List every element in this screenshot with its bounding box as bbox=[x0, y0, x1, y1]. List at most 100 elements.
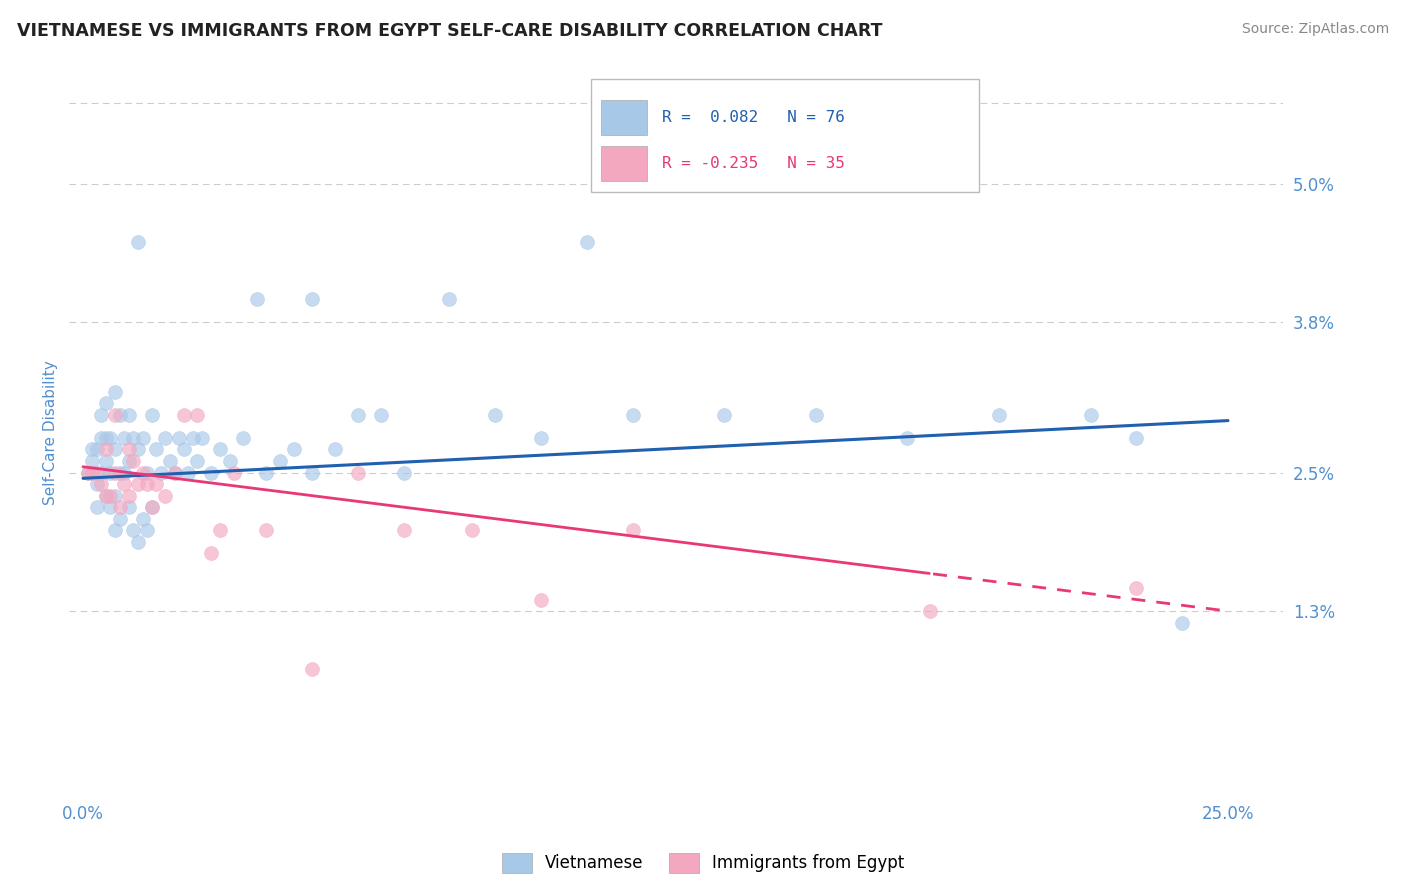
Point bbox=[127, 534, 149, 549]
Point bbox=[232, 431, 254, 445]
Point bbox=[173, 442, 195, 457]
Point bbox=[713, 408, 735, 422]
Point bbox=[86, 477, 108, 491]
Point bbox=[149, 466, 172, 480]
Point bbox=[104, 408, 127, 422]
Bar bbox=[600, 100, 647, 135]
Point bbox=[224, 466, 246, 480]
Point bbox=[301, 662, 323, 676]
FancyBboxPatch shape bbox=[591, 79, 980, 192]
Point bbox=[136, 523, 159, 537]
Point bbox=[112, 466, 135, 480]
Point bbox=[94, 431, 117, 445]
Point bbox=[209, 442, 232, 457]
Text: Source: ZipAtlas.com: Source: ZipAtlas.com bbox=[1241, 22, 1389, 37]
Point bbox=[167, 431, 190, 445]
Point bbox=[218, 454, 240, 468]
Point bbox=[987, 408, 1010, 422]
Point bbox=[108, 466, 131, 480]
Point bbox=[1080, 408, 1102, 422]
Point bbox=[920, 604, 942, 618]
Point bbox=[118, 408, 141, 422]
Point bbox=[90, 477, 112, 491]
Point bbox=[145, 442, 167, 457]
Point bbox=[82, 466, 104, 480]
Point bbox=[94, 454, 117, 468]
Point bbox=[159, 454, 181, 468]
Point bbox=[90, 466, 112, 480]
Point bbox=[530, 592, 553, 607]
Point bbox=[108, 512, 131, 526]
Point bbox=[100, 431, 122, 445]
Point bbox=[108, 408, 131, 422]
Point bbox=[118, 500, 141, 515]
Legend: Vietnamese, Immigrants from Egypt: Vietnamese, Immigrants from Egypt bbox=[495, 847, 911, 880]
Point bbox=[191, 431, 214, 445]
Point bbox=[200, 466, 222, 480]
Point bbox=[94, 489, 117, 503]
Point bbox=[173, 408, 195, 422]
Point bbox=[200, 546, 222, 560]
Point bbox=[100, 489, 122, 503]
Point bbox=[127, 477, 149, 491]
Point bbox=[283, 442, 305, 457]
Point bbox=[461, 523, 484, 537]
Point bbox=[181, 431, 204, 445]
Point bbox=[155, 431, 177, 445]
Point bbox=[104, 384, 127, 399]
Point bbox=[141, 408, 163, 422]
Point bbox=[86, 466, 108, 480]
Point bbox=[439, 293, 461, 307]
Point bbox=[86, 442, 108, 457]
Point bbox=[94, 442, 117, 457]
Point bbox=[269, 454, 291, 468]
Point bbox=[108, 500, 131, 515]
Point bbox=[254, 523, 277, 537]
Point bbox=[118, 442, 141, 457]
Text: VIETNAMESE VS IMMIGRANTS FROM EGYPT SELF-CARE DISABILITY CORRELATION CHART: VIETNAMESE VS IMMIGRANTS FROM EGYPT SELF… bbox=[17, 22, 883, 40]
Point bbox=[155, 489, 177, 503]
Point bbox=[530, 431, 553, 445]
Point bbox=[90, 431, 112, 445]
Point bbox=[100, 466, 122, 480]
Point bbox=[100, 500, 122, 515]
Point bbox=[1125, 431, 1147, 445]
Point bbox=[145, 477, 167, 491]
Point bbox=[209, 523, 232, 537]
Point bbox=[104, 442, 127, 457]
Point bbox=[86, 500, 108, 515]
Point bbox=[127, 235, 149, 249]
Point bbox=[112, 477, 135, 491]
Y-axis label: Self-Care Disability: Self-Care Disability bbox=[44, 359, 58, 505]
Text: R = -0.235   N = 35: R = -0.235 N = 35 bbox=[661, 155, 845, 170]
Point bbox=[141, 500, 163, 515]
Point bbox=[301, 466, 323, 480]
Point bbox=[131, 512, 153, 526]
Point bbox=[118, 454, 141, 468]
Point bbox=[254, 466, 277, 480]
Point bbox=[246, 293, 269, 307]
Point bbox=[186, 408, 208, 422]
Point bbox=[104, 466, 127, 480]
Point bbox=[163, 466, 186, 480]
Point bbox=[136, 466, 159, 480]
Point bbox=[163, 466, 186, 480]
Point bbox=[112, 431, 135, 445]
Point bbox=[370, 408, 392, 422]
Point bbox=[575, 235, 598, 249]
Point bbox=[804, 408, 827, 422]
Point bbox=[484, 408, 506, 422]
Point bbox=[76, 466, 98, 480]
Point bbox=[141, 500, 163, 515]
Point bbox=[131, 466, 153, 480]
Point bbox=[186, 454, 208, 468]
Point bbox=[1171, 615, 1194, 630]
Point bbox=[82, 442, 104, 457]
Point bbox=[118, 489, 141, 503]
Point bbox=[131, 431, 153, 445]
Point bbox=[346, 408, 368, 422]
Point bbox=[301, 293, 323, 307]
Point bbox=[104, 523, 127, 537]
Point bbox=[122, 431, 145, 445]
Point bbox=[1125, 581, 1147, 595]
